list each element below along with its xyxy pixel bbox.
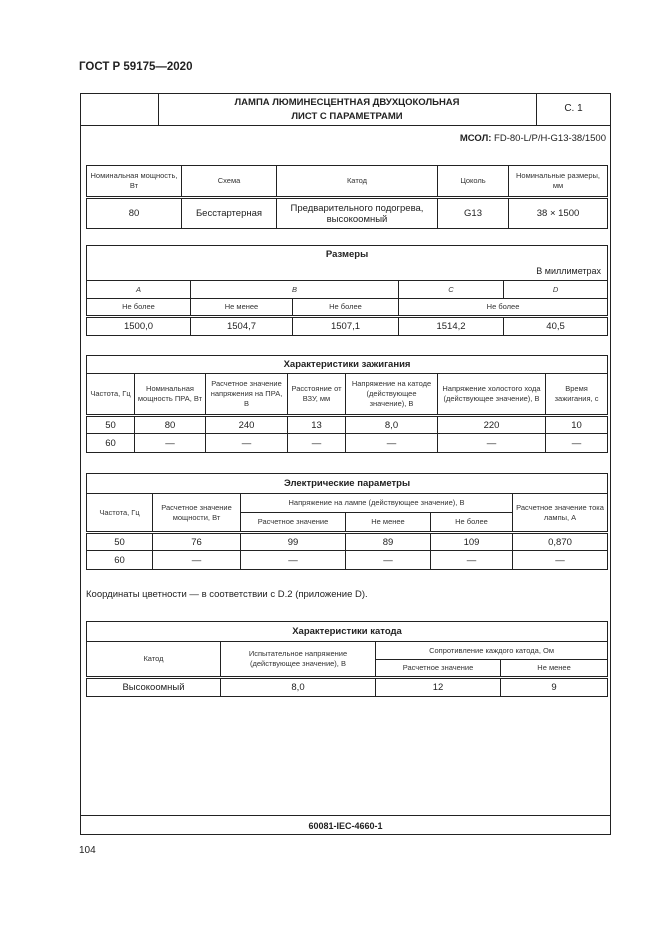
cell: — [152, 550, 241, 570]
header-cell: Расчетное значение мощности, Вт [152, 493, 241, 533]
cell: — [345, 550, 431, 570]
cell: 80 [134, 414, 206, 434]
cell: 99 [240, 531, 346, 551]
subheader-cell: Расчетное значение [375, 659, 501, 678]
title-line-2: ЛИСТ С ПАРАМЕТРАМИ [291, 111, 403, 122]
dimensions-table: Размеры В миллиметрах A B C D Не более Н… [85, 245, 609, 336]
cell: — [287, 433, 346, 453]
header-cell: Частота, Гц [86, 373, 135, 416]
cell: 220 [437, 414, 546, 434]
subheader-cell: Не менее [499, 659, 609, 678]
page-number: 104 [79, 845, 96, 856]
cell: — [205, 433, 288, 453]
msol-designation: МСОЛ: FD-80-L/P/H-G13-38/1500 [460, 133, 606, 144]
cell: Высокоомный [86, 676, 221, 697]
header-cell: Время зажигания, с [544, 373, 609, 416]
cell: 60 [86, 550, 153, 570]
unit-label: В миллиметрах [85, 263, 609, 281]
cell: — [345, 433, 438, 453]
cell: 109 [430, 531, 513, 551]
header-cell: Расчетное значение тока лампы, А [511, 493, 609, 533]
cell: 240 [205, 414, 288, 434]
cell: — [134, 433, 206, 453]
standard-number: ГОСТ Р 59175—2020 [79, 61, 193, 73]
header-cell: Напряжение холостого хода (действующее з… [437, 373, 546, 416]
header-cell: Схема [181, 165, 277, 198]
table-title: Размеры [85, 245, 609, 264]
cell: 80 [86, 196, 182, 229]
title-line-1: ЛАМПА ЛЮМИНЕСЦЕНТНАЯ ДВУХЦОКОЛЬНАЯ [234, 97, 460, 108]
subheader-cell: Не менее [345, 512, 431, 533]
cell: — [544, 433, 609, 453]
cell: — [240, 550, 346, 570]
sheet-page: С. 1 [564, 103, 583, 114]
header-cell: Напряжение на лампе (действующее значени… [240, 493, 513, 513]
limit-cell: Не более [86, 298, 191, 317]
cell: 1514,2 [398, 315, 504, 336]
cell: 8,0 [220, 676, 376, 697]
cell: G13 [437, 196, 509, 229]
header-cell: Испытательное напряжение (действующее зн… [220, 641, 376, 678]
header-cell: Катод [276, 165, 438, 198]
cell: 89 [345, 531, 431, 551]
sheet-title: ЛАМПА ЛЮМИНЕСЦЕНТНАЯ ДВУХЦОКОЛЬНАЯ ЛИСТ … [158, 93, 537, 125]
cell: Бесстартерная [181, 196, 277, 229]
cell: 50 [86, 531, 153, 551]
header-cell: Номинальная мощность, Вт [86, 165, 182, 198]
header-blank-cell [80, 93, 159, 125]
cell: 76 [152, 531, 241, 551]
cathode-table: Характеристики катода Катод Испытательно… [85, 621, 609, 697]
header-cell: Сопротивление каждого катода, Ом [374, 641, 609, 660]
letter-cell: B [190, 280, 399, 299]
sheet-header: ЛАМПА ЛЮМИНЕСЦЕНТНАЯ ДВУХЦОКОЛЬНАЯ ЛИСТ … [80, 93, 611, 126]
letter-cell: D [502, 280, 609, 299]
header-cell: Цоколь [437, 165, 509, 198]
cell: 0,870 [511, 531, 609, 551]
table-title: Характеристики зажигания [85, 355, 609, 374]
cell: 8,0 [345, 414, 438, 434]
header-cell: Напряжение на катоде (действующее значен… [345, 373, 438, 416]
limit-cell: Не более [292, 298, 399, 317]
header-cell: Катод [86, 641, 221, 678]
cell: 1504,7 [190, 315, 293, 336]
cell: 60 [86, 433, 135, 453]
cell: 50 [86, 414, 135, 434]
chromaticity-note: Координаты цветности — в соответствии с … [86, 589, 368, 600]
table-title: Характеристики катода [85, 621, 609, 642]
header-cell: Расстояние от ВЗУ, мм [287, 373, 346, 416]
table-title: Электрические параметры [85, 473, 609, 494]
cell: 10 [544, 414, 609, 434]
cell: 1507,1 [292, 315, 399, 336]
subheader-cell: Не более [430, 512, 513, 533]
general-table: Номинальная мощность, Вт Схема Катод Цок… [86, 165, 608, 229]
sheet-footer-code: 60081-IEC-4660-1 [80, 815, 611, 835]
header-cell: Частота, Гц [86, 493, 153, 533]
msol-label: МСОЛ: [459, 133, 492, 144]
cell: — [511, 550, 609, 570]
cell: — [437, 433, 546, 453]
cell: 1500,0 [86, 315, 191, 336]
cell: Предварительного подогрева, высокоомный [276, 196, 438, 229]
letter-cell: C [398, 280, 504, 299]
cell: 40,5 [502, 315, 609, 336]
cell: 13 [287, 414, 346, 434]
header-cell: Номинальная мощность ПРА, Вт [134, 373, 206, 416]
limit-cell: Не более [397, 298, 609, 317]
cell: — [430, 550, 513, 570]
cell: 38 × 1500 [508, 196, 608, 229]
header-cell: Расчетное значение напряжения на ПРА, В [205, 373, 288, 416]
ignition-table: Характеристики зажигания Частота, Гц Ном… [85, 355, 609, 453]
cell: 9 [499, 676, 609, 697]
letter-cell: A [86, 280, 191, 299]
subheader-cell: Расчетное значение [240, 512, 346, 533]
cell: 12 [375, 676, 501, 697]
limit-cell: Не менее [190, 298, 293, 317]
electrical-table: Электрические параметры Частота, Гц Расч… [85, 473, 609, 570]
msol-value: FD-80-L/P/H-G13-38/1500 [494, 133, 606, 144]
header-cell: Номинальные размеры, мм [508, 165, 608, 198]
sheet-frame [80, 93, 611, 835]
